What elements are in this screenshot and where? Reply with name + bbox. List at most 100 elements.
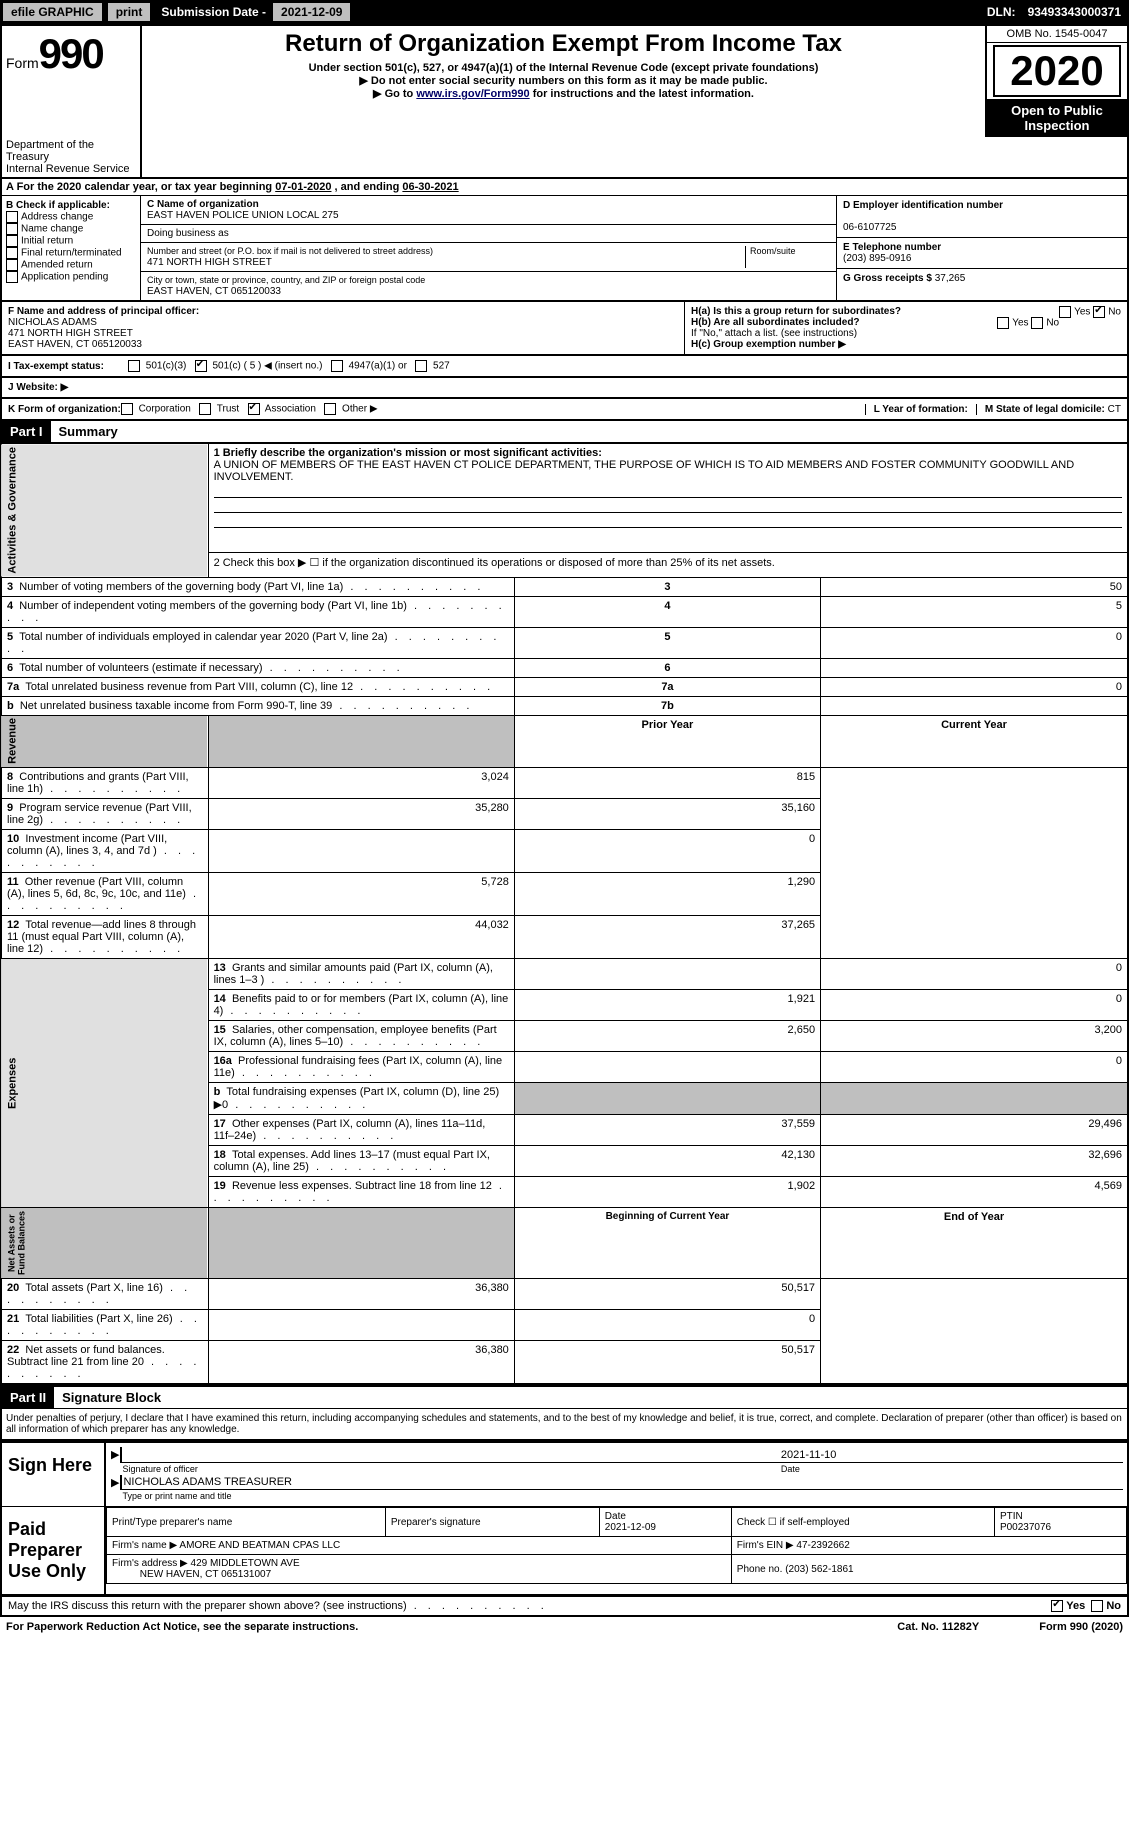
dept-treasury: Department of the Treasury — [6, 139, 136, 163]
i-checkbox-0[interactable] — [128, 360, 140, 372]
part1-title: Summary — [51, 421, 126, 442]
rev-text-10: Investment income (Part VIII, column (A)… — [7, 833, 199, 869]
k-checkbox-3[interactable] — [324, 403, 336, 415]
k-opt-3: Other ▶ — [342, 404, 377, 415]
paperwork-notice: For Paperwork Reduction Act Notice, see … — [6, 1621, 358, 1633]
sig-officer-label: Signature of officer — [121, 1462, 779, 1475]
dln-value: 93493343000371 — [1028, 5, 1121, 19]
phone: (203) 895-0916 — [843, 253, 911, 264]
dept-irs: Internal Revenue Service — [6, 163, 136, 175]
rev-text-11: Other revenue (Part VIII, column (A), li… — [7, 876, 200, 912]
city-label: City or town, state or province, country… — [147, 275, 425, 285]
officer-city: EAST HAVEN, CT 065120033 — [8, 339, 142, 350]
hb-label: H(b) Are all subordinates included? — [691, 317, 860, 328]
firm-ein: 47-2392662 — [796, 1540, 849, 1551]
k-checkbox-2[interactable] — [248, 403, 260, 415]
print-button[interactable]: print — [107, 2, 152, 22]
exp-py-14: 1,921 — [514, 990, 820, 1021]
exp-py-17: 37,559 — [514, 1115, 820, 1146]
k-checkbox-1[interactable] — [199, 403, 211, 415]
jurat: Under penalties of perjury, I declare th… — [0, 1409, 1129, 1441]
col-prior: Prior Year — [514, 715, 820, 768]
rev-py-10 — [208, 830, 514, 873]
form-subtitle: Under section 501(c), 527, or 4947(a)(1)… — [146, 62, 981, 74]
i-opt-3: 527 — [433, 361, 450, 372]
ha-label: H(a) Is this a group return for subordin… — [691, 306, 901, 317]
line2: 2 Check this box ▶ ☐ if the organization… — [208, 552, 1128, 577]
hb-note: If "No," attach a list. (see instruction… — [691, 328, 1121, 339]
form-word: Form — [6, 55, 39, 71]
form990-link[interactable]: www.irs.gov/Form990 — [416, 88, 529, 100]
b-opt-5: Application pending — [21, 272, 108, 283]
exp-py-19: 1,902 — [514, 1177, 820, 1208]
dln-label: DLN: — [987, 5, 1016, 19]
b-checkbox-0[interactable] — [6, 211, 18, 223]
discuss-yes-checkbox[interactable] — [1051, 1600, 1063, 1612]
firm-addr-label: Firm's address ▶ — [112, 1558, 188, 1569]
ag-text-7a: Total unrelated business revenue from Pa… — [25, 681, 494, 693]
b-checkbox-3[interactable] — [6, 247, 18, 259]
discuss-no-checkbox[interactable] — [1091, 1600, 1103, 1612]
section-klm: K Form of organization: Corporation Trus… — [0, 399, 1129, 421]
ag-text-3: Number of voting members of the governin… — [19, 581, 484, 593]
b-opt-0: Address change — [21, 212, 93, 223]
ha-no-checkbox[interactable] — [1093, 306, 1105, 318]
fh-row: F Name and address of principal officer:… — [0, 302, 1129, 356]
submission-date: 2021-12-09 — [272, 2, 351, 22]
rev-py-9: 35,280 — [208, 799, 514, 830]
form-footer: Form 990 (2020) — [1039, 1621, 1123, 1633]
prep-col-2: Date — [605, 1511, 626, 1522]
addr-label: Number and street (or P.O. box if mail i… — [147, 246, 433, 256]
b-checkbox-1[interactable] — [6, 223, 18, 235]
i-checkbox-2[interactable] — [331, 360, 343, 372]
section-c: C Name of organization EAST HAVEN POLICE… — [141, 196, 836, 300]
ag-lab-4: 4 — [514, 596, 820, 627]
ag-val-7b — [821, 696, 1128, 715]
side-activities-governance: Activities & Governance — [1, 444, 208, 578]
m-label: M State of legal domicile: — [985, 404, 1105, 415]
officer-street: 471 NORTH HIGH STREET — [8, 328, 133, 339]
room-label: Room/suite — [750, 246, 796, 256]
exp-text-15: Salaries, other compensation, employee b… — [214, 1024, 497, 1048]
g-label: G Gross receipts $ — [843, 273, 932, 284]
hb-no-checkbox[interactable] — [1031, 317, 1043, 329]
discuss-row: May the IRS discuss this return with the… — [0, 1596, 1129, 1617]
exp-py-18: 42,130 — [514, 1146, 820, 1177]
b-checkbox-2[interactable] — [6, 235, 18, 247]
ein: 06-6107725 — [843, 222, 896, 233]
rev-py-8: 3,024 — [208, 768, 514, 799]
firm-phone: (203) 562-1861 — [785, 1564, 853, 1575]
rev-text-9: Program service revenue (Part VIII, line… — [7, 802, 192, 826]
section-i: I Tax-exempt status: 501(c)(3) 501(c) ( … — [0, 356, 1129, 378]
rev-cy-11: 1,290 — [514, 873, 820, 916]
i-checkbox-3[interactable] — [415, 360, 427, 372]
hb-yes-checkbox[interactable] — [997, 317, 1009, 329]
goto-post: for instructions and the latest informat… — [530, 88, 754, 100]
b-opt-4: Amended return — [21, 260, 93, 271]
firm-name-label: Firm's name ▶ — [112, 1540, 177, 1551]
b-checkbox-4[interactable] — [6, 259, 18, 271]
exp-cy-13: 0 — [821, 959, 1128, 990]
exp-py-13 — [514, 959, 820, 990]
f-label: F Name and address of principal officer: — [8, 306, 199, 317]
i-opt-0: 501(c)(3) — [146, 361, 187, 372]
cat-no: Cat. No. 11282Y — [897, 1621, 979, 1633]
ptin: P00237076 — [1000, 1522, 1051, 1533]
na-ey-20: 50,517 — [514, 1279, 820, 1310]
c-label: C Name of organization — [147, 199, 259, 210]
b-checkbox-5[interactable] — [6, 271, 18, 283]
na-ey-21: 0 — [514, 1310, 820, 1341]
form-number: 990 — [39, 30, 103, 77]
na-by-21 — [208, 1310, 514, 1341]
side-expenses: Expenses — [1, 959, 208, 1208]
na-text-20: Total assets (Part X, line 16) — [7, 1282, 191, 1306]
i-checkbox-1[interactable] — [195, 360, 207, 372]
exp-py-15: 2,650 — [514, 1021, 820, 1052]
prep-col-1: Preparer's signature — [385, 1508, 599, 1537]
footer: For Paperwork Reduction Act Notice, see … — [0, 1617, 1129, 1637]
exp-text-16a: Professional fundraising fees (Part IX, … — [214, 1055, 503, 1079]
part2-header: Part II — [2, 1387, 54, 1408]
ha-yes-checkbox[interactable] — [1059, 306, 1071, 318]
ag-lab-3: 3 — [514, 577, 820, 596]
k-checkbox-0[interactable] — [121, 403, 133, 415]
